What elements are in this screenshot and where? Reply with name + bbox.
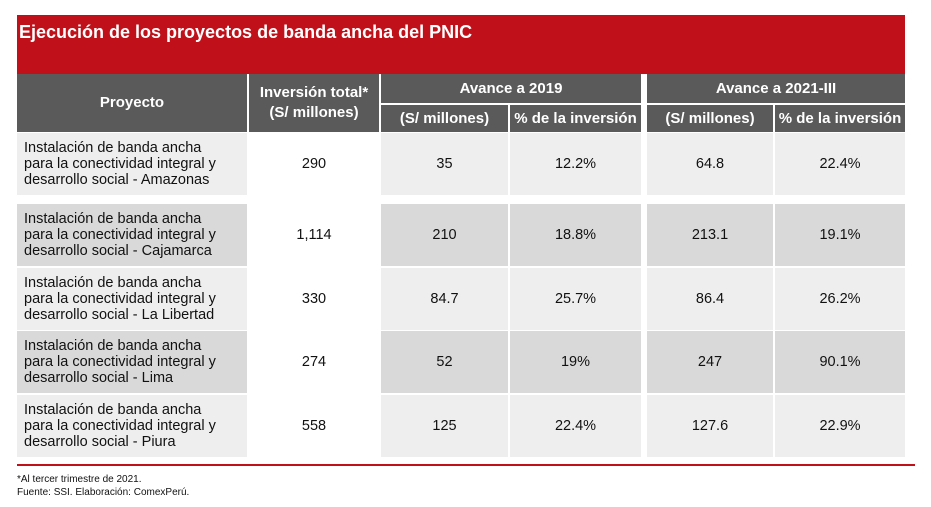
footer-divider	[17, 464, 915, 466]
project-name-line: desarrollo social - Cajamarca	[24, 243, 212, 259]
header-avance-2021: Avance a 2021-III	[647, 74, 905, 103]
project-name-line: Instalación de banda ancha	[24, 338, 202, 354]
project-name-line: para la conectividad integral y	[24, 156, 216, 172]
table-cell-total: 330	[249, 268, 379, 330]
table-cell-pct2019: 19%	[510, 331, 641, 393]
table-cell-m2021: 213.1	[647, 204, 773, 266]
project-name-line: Instalación de banda ancha	[24, 211, 202, 227]
table-cell-pct2021: 22.9%	[775, 395, 905, 457]
header-proyecto: Proyecto	[17, 74, 247, 132]
table-cell-m2021: 247	[647, 331, 773, 393]
project-name-line: desarrollo social - Amazonas	[24, 172, 210, 188]
table-cell-m2021: 64.8	[647, 133, 773, 195]
header-inversion-total-line1: Inversión total*	[259, 84, 369, 101]
table-cell-m2019: 35	[381, 133, 508, 195]
project-name-cell: Instalación de banda ancha para la conect…	[17, 331, 247, 393]
header-avance-2021-label: Avance a 2021-III	[715, 79, 837, 97]
header-inversion-total-line2: (S/ millones)	[269, 104, 359, 121]
source-note: Fuente: SSI. Elaboración: ComexPerú.	[17, 487, 190, 498]
table-cell-m2019: 210	[381, 204, 508, 266]
subheader-2019-millones-label: (S/ millones)	[399, 109, 490, 127]
project-name-cell: Instalación de banda ancha para la conect…	[17, 133, 247, 195]
subheader-2021-pct-label: % de la inversión	[778, 109, 902, 127]
header-proyecto-label: Proyecto	[99, 94, 165, 111]
subheader-2019-pct-label: % de la inversión	[514, 109, 637, 127]
table-cell-total: 274	[249, 331, 379, 393]
table-cell-m2019: 52	[381, 331, 508, 393]
project-name-line: desarrollo social - La Libertad	[24, 307, 215, 323]
table-cell-pct2019: 18.8%	[510, 204, 641, 266]
footnote: *Al tercer trimestre de 2021.	[17, 474, 142, 485]
title-bar	[17, 15, 905, 74]
table-cell-total: 1,114	[249, 204, 379, 266]
table-cell-total: 558	[249, 395, 379, 457]
subheader-2019-millones: (S/ millones)	[381, 105, 508, 132]
table-cell-m2021: 127.6	[647, 395, 773, 457]
project-name-line: desarrollo social - Lima	[24, 370, 174, 386]
header-avance-2019-label: Avance a 2019	[459, 79, 563, 97]
header-avance-2019: Avance a 2019	[381, 74, 641, 103]
project-name-line: Instalación de banda ancha	[24, 402, 202, 418]
project-name-line: para la conectividad integral y	[24, 418, 216, 434]
project-name-line: desarrollo social - Piura	[24, 434, 176, 450]
table-cell-total: 290	[249, 133, 379, 195]
project-name-line: para la conectividad integral y	[24, 354, 216, 370]
subheader-2021-millones-label: (S/ millones)	[665, 109, 755, 127]
project-name-cell: Instalación de banda ancha para la conect…	[17, 268, 247, 330]
table-cell-pct2021: 19.1%	[775, 204, 905, 266]
project-name-line: Instalación de banda ancha	[24, 140, 202, 156]
table-cell-pct2021: 26.2%	[775, 268, 905, 330]
project-name-line: para la conectividad integral y	[24, 291, 216, 307]
header-inversion-total: Inversión total* (S/ millones)	[249, 74, 379, 132]
table-cell-pct2019: 22.4%	[510, 395, 641, 457]
project-name-line: para la conectividad integral y	[24, 227, 216, 243]
table-title: Ejecución de los proyectos de banda anch…	[19, 22, 473, 42]
table-cell-m2021: 86.4	[647, 268, 773, 330]
project-name-line: Instalación de banda ancha	[24, 275, 202, 291]
table-cell-pct2019: 25.7%	[510, 268, 641, 330]
project-name-cell: Instalación de banda ancha para la conect…	[17, 395, 247, 457]
subheader-2021-pct: % de la inversión	[775, 105, 905, 132]
table-cell-m2019: 84.7	[381, 268, 508, 330]
table-cell-pct2021: 90.1%	[775, 331, 905, 393]
subheader-2021-millones: (S/ millones)	[647, 105, 773, 132]
table-cell-m2019: 125	[381, 395, 508, 457]
subheader-2019-pct: % de la inversión	[510, 105, 641, 132]
table-cell-pct2021: 22.4%	[775, 133, 905, 195]
project-name-cell: Instalación de banda ancha para la conect…	[17, 204, 247, 266]
table-cell-pct2019: 12.2%	[510, 133, 641, 195]
